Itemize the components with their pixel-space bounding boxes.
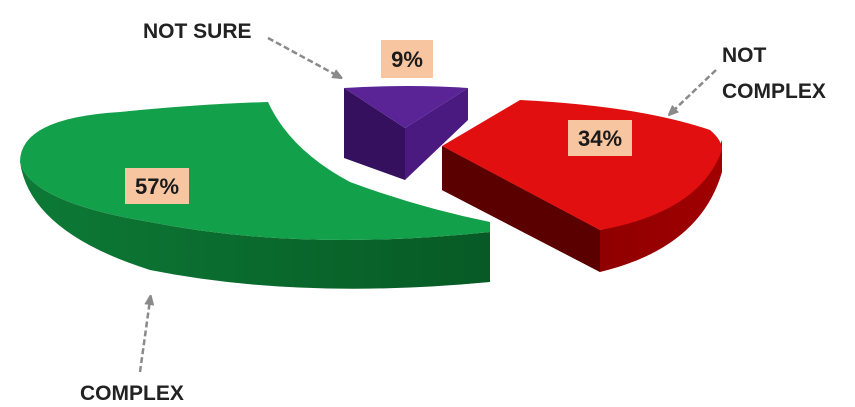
arrow-not-sure — [267, 36, 338, 76]
slice-not-sure-right-face — [405, 88, 468, 180]
data-label-not-sure-text: 9% — [391, 47, 423, 72]
arrow-complex — [138, 300, 150, 373]
category-label-not-sure: NOT SURE — [143, 20, 252, 43]
data-label-complex-text: 57% — [135, 174, 179, 199]
slice-not-complex — [442, 100, 722, 272]
data-label-not-sure: 9% — [381, 40, 433, 78]
slice-not-complex-top — [442, 100, 722, 230]
category-label-not-complex-line2: COMPLEX — [722, 80, 826, 103]
data-label-not-complex-text: 34% — [578, 126, 622, 151]
slice-not-complex-side — [442, 140, 722, 272]
category-label-not-complex-line1: NOT — [722, 44, 767, 67]
slice-not-sure-top — [344, 86, 468, 128]
data-label-complex: 57% — [125, 168, 189, 204]
slice-complex — [20, 102, 490, 289]
slice-not-sure-left-face — [344, 88, 405, 180]
slice-not-sure — [344, 86, 468, 180]
slice-complex-top — [20, 102, 490, 240]
category-label-complex: COMPLEX — [80, 382, 184, 405]
slice-not-complex-front-face — [442, 146, 600, 272]
slice-complex-side — [20, 162, 490, 289]
arrow-not-complex — [672, 69, 717, 112]
data-label-not-complex: 34% — [568, 120, 632, 156]
